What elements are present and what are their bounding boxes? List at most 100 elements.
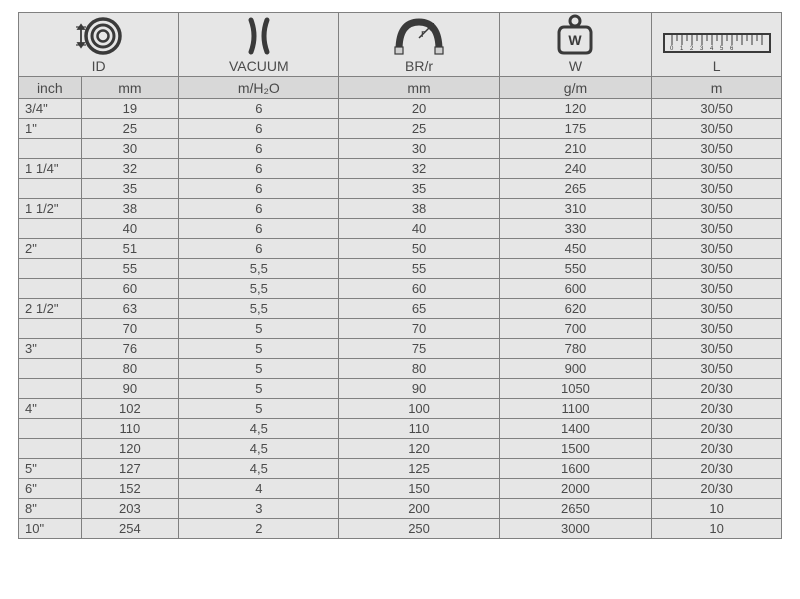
cell-br: 75 — [339, 339, 499, 359]
cell-br: 150 — [339, 479, 499, 499]
cell-w: 175 — [499, 119, 652, 139]
cell-w: 780 — [499, 339, 652, 359]
cell-inch — [19, 379, 82, 399]
cell-l: 10 — [652, 499, 782, 519]
cell-w: 210 — [499, 139, 652, 159]
cell-mm: 110 — [81, 419, 179, 439]
cell-br: 110 — [339, 419, 499, 439]
unit-vac: m/H₂O — [179, 77, 339, 99]
weight-icon: W — [555, 14, 595, 56]
cell-w: 2650 — [499, 499, 652, 519]
cell-w: 1600 — [499, 459, 652, 479]
cell-vacuum: 5 — [179, 379, 339, 399]
cell-vacuum: 4,5 — [179, 419, 339, 439]
cell-l: 30/50 — [652, 119, 782, 139]
cell-l: 30/50 — [652, 179, 782, 199]
header-label: BR/r — [405, 58, 433, 74]
table-row: 3563526530/50 — [19, 179, 782, 199]
cell-vacuum: 5,5 — [179, 279, 339, 299]
cell-mm: 152 — [81, 479, 179, 499]
cell-inch — [19, 359, 82, 379]
cell-mm: 55 — [81, 259, 179, 279]
table-row: 6"1524150200020/30 — [19, 479, 782, 499]
cell-br: 120 — [339, 439, 499, 459]
table-row: 4064033030/50 — [19, 219, 782, 239]
cell-mm: 38 — [81, 199, 179, 219]
cell-br: 70 — [339, 319, 499, 339]
cell-vacuum: 4,5 — [179, 459, 339, 479]
ruler-icon: 012 345 6 — [662, 32, 772, 56]
cell-l: 20/30 — [652, 399, 782, 419]
cell-vacuum: 3 — [179, 499, 339, 519]
table-row: 3"7657578030/50 — [19, 339, 782, 359]
cell-inch: 4" — [19, 399, 82, 419]
cell-w: 3000 — [499, 519, 652, 539]
cell-inch: 10" — [19, 519, 82, 539]
cell-br: 250 — [339, 519, 499, 539]
cell-w: 1500 — [499, 439, 652, 459]
cell-inch: 2 1/2" — [19, 299, 82, 319]
cell-br: 20 — [339, 99, 499, 119]
cell-l: 30/50 — [652, 219, 782, 239]
cell-l: 30/50 — [652, 299, 782, 319]
cell-br: 50 — [339, 239, 499, 259]
unit-br: mm — [339, 77, 499, 99]
cell-vacuum: 5 — [179, 359, 339, 379]
cell-br: 38 — [339, 199, 499, 219]
cell-mm: 203 — [81, 499, 179, 519]
cell-mm: 32 — [81, 159, 179, 179]
cell-vacuum: 6 — [179, 239, 339, 259]
cell-mm: 70 — [81, 319, 179, 339]
table-row: 8"2033200265010 — [19, 499, 782, 519]
cell-mm: 30 — [81, 139, 179, 159]
cell-vacuum: 6 — [179, 159, 339, 179]
cell-vacuum: 2 — [179, 519, 339, 539]
cell-mm: 35 — [81, 179, 179, 199]
table-row: 4"1025100110020/30 — [19, 399, 782, 419]
cell-mm: 63 — [81, 299, 179, 319]
cell-w: 700 — [499, 319, 652, 339]
table-row: 90590105020/30 — [19, 379, 782, 399]
cell-w: 450 — [499, 239, 652, 259]
header-label: W — [569, 58, 582, 74]
cell-w: 550 — [499, 259, 652, 279]
cell-mm: 127 — [81, 459, 179, 479]
cell-l: 30/50 — [652, 159, 782, 179]
cell-l: 30/50 — [652, 359, 782, 379]
unit-header-row: inch mm m/H₂O mm g/m m — [19, 77, 782, 99]
cell-br: 90 — [339, 379, 499, 399]
cell-inch: 6" — [19, 479, 82, 499]
cell-inch: 1" — [19, 119, 82, 139]
cell-inch — [19, 419, 82, 439]
cell-br: 200 — [339, 499, 499, 519]
cell-inch — [19, 219, 82, 239]
cell-mm: 51 — [81, 239, 179, 259]
cell-l: 20/30 — [652, 479, 782, 499]
header-label: L — [713, 58, 721, 74]
unit-inch: inch — [19, 77, 82, 99]
cell-vacuum: 5 — [179, 399, 339, 419]
table-row: 5"1274,5125160020/30 — [19, 459, 782, 479]
cell-inch — [19, 179, 82, 199]
svg-text:r: r — [421, 28, 425, 40]
cell-vacuum: 6 — [179, 219, 339, 239]
cell-inch: 1 1/2" — [19, 199, 82, 219]
icon-header-row: ID VACUUM — [19, 13, 782, 77]
cell-inch — [19, 139, 82, 159]
cell-vacuum: 6 — [179, 139, 339, 159]
spec-table: ID VACUUM — [18, 12, 782, 539]
cell-inch — [19, 259, 82, 279]
cell-inch: 3" — [19, 339, 82, 359]
cell-inch — [19, 439, 82, 459]
table-row: 10"2542250300010 — [19, 519, 782, 539]
cell-inch: 5" — [19, 459, 82, 479]
cell-mm: 25 — [81, 119, 179, 139]
unit-l: m — [652, 77, 782, 99]
cell-br: 25 — [339, 119, 499, 139]
header-vacuum: VACUUM — [179, 13, 339, 77]
header-l: 012 345 6 L — [652, 13, 782, 77]
cell-vacuum: 5,5 — [179, 259, 339, 279]
table-row: 2 1/2"635,56562030/50 — [19, 299, 782, 319]
cell-l: 30/50 — [652, 339, 782, 359]
cell-l: 30/50 — [652, 279, 782, 299]
